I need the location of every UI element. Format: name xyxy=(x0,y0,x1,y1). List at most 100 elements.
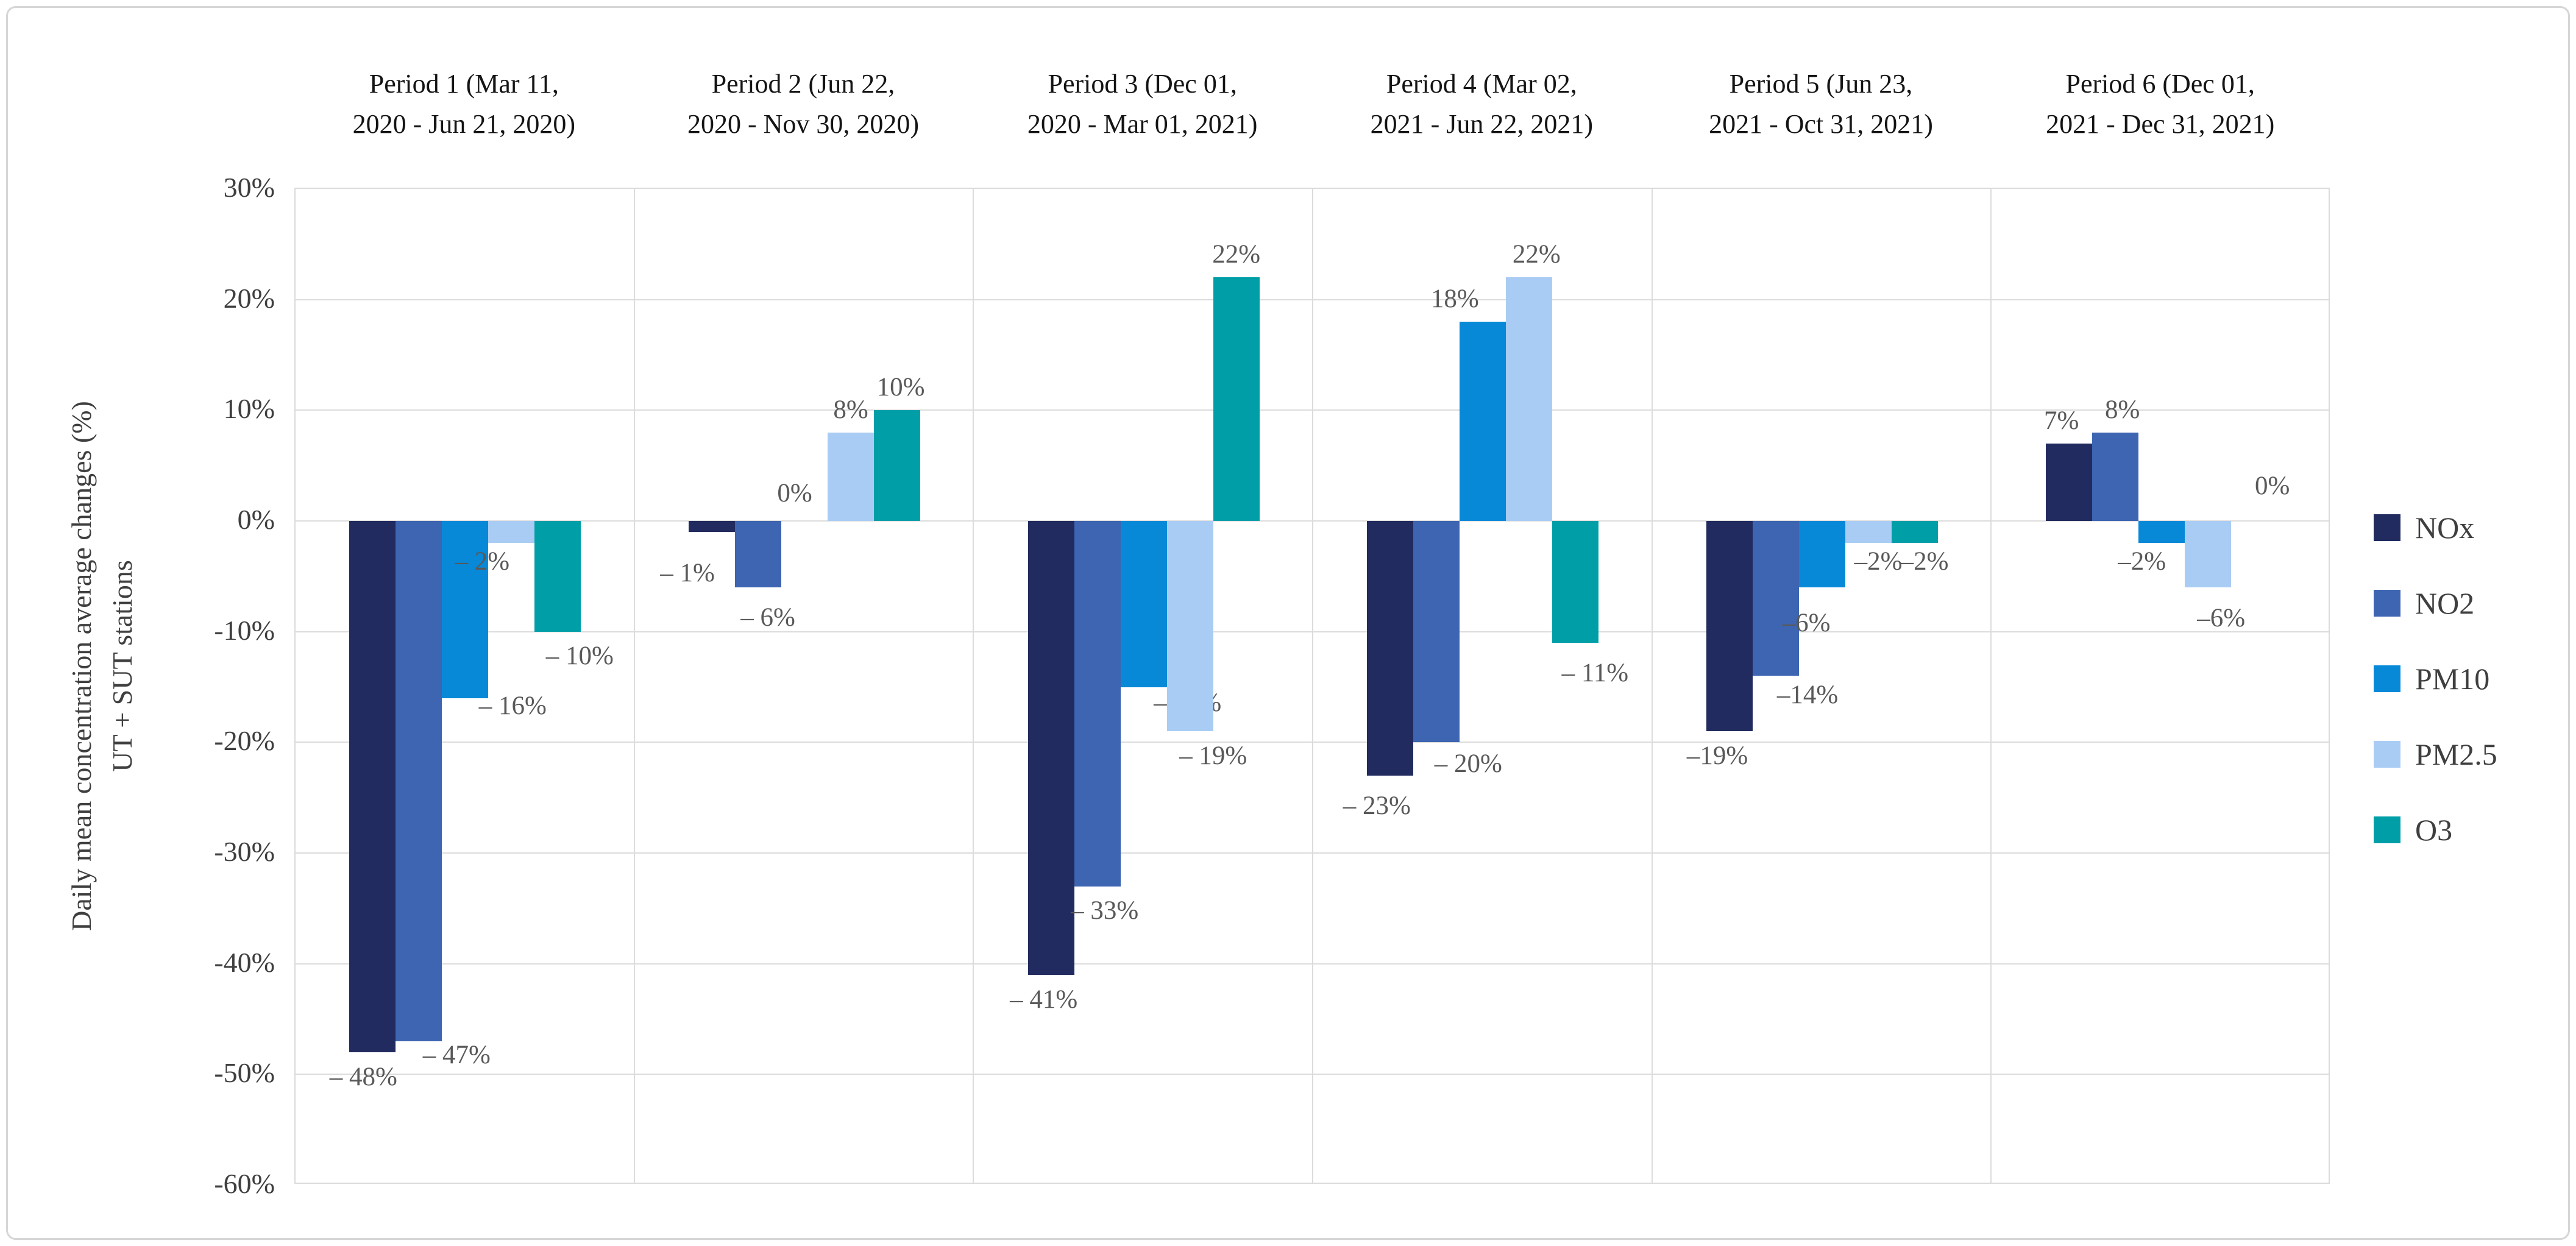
bar-data-label: –19% xyxy=(1686,742,1748,771)
bar-data-label: – 10% xyxy=(545,641,614,670)
bar-data-label: 8% xyxy=(833,395,868,424)
period-panel xyxy=(1992,189,2331,1183)
bar-O3 xyxy=(1552,521,1599,643)
chart-figure: Daily mean concentration average changes… xyxy=(6,6,2570,1240)
period-title-line: 2021 - Oct 31, 2021) xyxy=(1709,109,1933,139)
bar-PM2.5 xyxy=(828,432,874,521)
y-tick-label: -40% xyxy=(214,946,275,978)
period-panel xyxy=(974,189,1313,1183)
bar-data-label: – 19% xyxy=(1179,742,1247,771)
bar-data-label: 10% xyxy=(876,373,925,402)
period-title: Period 3 (Dec 01, 2020 - Mar 01, 2021) xyxy=(954,64,1330,144)
bar-PM2.5 xyxy=(1845,521,1892,543)
bar-data-label: – 47% xyxy=(422,1040,491,1069)
legend-swatch-NOx xyxy=(2374,514,2400,541)
bar-data-label: – 11% xyxy=(1561,658,1629,687)
bar-data-label: –6% xyxy=(2197,604,2246,632)
bar-NO2 xyxy=(1074,521,1121,887)
period-title-line: 2020 - Mar 01, 2021) xyxy=(1027,109,1258,139)
legend-label: PM10 xyxy=(2415,662,2490,696)
bar-NO2 xyxy=(2092,432,2138,521)
y-tick-label: -30% xyxy=(214,836,275,867)
plot-area: – 48% – 47% – 16% – 2% – 10% – 1% – 6% 0% 8% 10% –… xyxy=(294,188,2330,1184)
bar-data-label: – 16% xyxy=(478,691,547,720)
bar-NO2 xyxy=(735,521,781,587)
bar-data-label: 18% xyxy=(1430,285,1479,313)
y-tick-label: -20% xyxy=(214,725,275,757)
bar-PM2.5 xyxy=(1166,521,1213,732)
y-tick-label: 20% xyxy=(223,282,275,314)
y-tick-label: -10% xyxy=(214,614,275,646)
bar-data-label: 7% xyxy=(2043,406,2079,435)
y-tick-label: 30% xyxy=(223,172,275,203)
bar-data-label: – 23% xyxy=(1343,791,1411,820)
bar-data-label: –2% xyxy=(1900,547,1949,576)
bar-data-label: 0% xyxy=(2254,472,2290,500)
legend-item: NOx xyxy=(2374,512,2497,543)
bar-NOx xyxy=(2045,443,2092,521)
bar-NOx xyxy=(349,521,396,1052)
bar-data-label: – 20% xyxy=(1434,749,1502,779)
legend-item: O3 xyxy=(2374,815,2497,845)
y-tick-label: -60% xyxy=(214,1168,275,1199)
bar-data-label: 0% xyxy=(777,479,812,508)
bar-data-label: – 48% xyxy=(329,1063,397,1091)
period-title: Period 5 (Jun 23, 2021 - Oct 31, 2021) xyxy=(1633,64,2009,144)
bar-data-label: – 33% xyxy=(1071,896,1139,925)
bar-O3 xyxy=(534,521,581,632)
period-title-line: 2020 - Nov 30, 2020) xyxy=(687,109,920,139)
bar-PM2.5 xyxy=(2184,521,2231,587)
period-title-line: Period 4 (Mar 02, xyxy=(1386,69,1577,99)
period-title-line: Period 6 (Dec 01, xyxy=(2065,69,2255,99)
bar-O3 xyxy=(874,410,920,521)
bar-data-label: – 41% xyxy=(1010,985,1078,1014)
bar-NOx xyxy=(1027,521,1074,975)
legend-label: NO2 xyxy=(2415,586,2475,620)
period-title-line: 2021 - Jun 22, 2021) xyxy=(1370,109,1594,139)
period-title-line: Period 1 (Mar 11, xyxy=(369,69,559,99)
bar-data-label: – 6% xyxy=(740,603,795,632)
bar-data-label: –6% xyxy=(1782,609,1831,637)
legend-label: NOx xyxy=(2415,511,2475,545)
legend-swatch-NO2 xyxy=(2374,590,2400,617)
y-tick-label: 0% xyxy=(237,504,275,535)
bar-NO2 xyxy=(1753,521,1799,676)
period-panel xyxy=(1653,189,1992,1183)
period-title-line: 2020 - Jun 21, 2020) xyxy=(352,109,576,139)
period-title: Period 1 (Mar 11, 2020 - Jun 21, 2020) xyxy=(276,64,652,144)
legend-item: NO2 xyxy=(2374,588,2497,618)
legend-label: O3 xyxy=(2415,813,2453,847)
bar-NOx xyxy=(1367,521,1414,776)
bar-data-label: 22% xyxy=(1212,240,1261,269)
bar-PM2.5 xyxy=(1506,277,1553,521)
period-panel xyxy=(635,189,974,1183)
period-panel xyxy=(296,189,635,1183)
period-title: Period 6 (Dec 01, 2021 - Dec 31, 2021) xyxy=(1972,64,2348,144)
bar-data-label: –2% xyxy=(2118,547,2166,576)
bar-NO2 xyxy=(1413,521,1460,743)
bar-NOx xyxy=(1706,521,1753,732)
bar-NO2 xyxy=(396,521,442,1041)
bar-data-label: 22% xyxy=(1512,240,1561,269)
bar-PM10 xyxy=(1460,322,1506,521)
period-title: Period 2 (Jun 22, 2020 - Nov 30, 2020) xyxy=(616,64,992,144)
bar-data-label: – 1% xyxy=(660,559,715,588)
legend-swatch-PM2.5 xyxy=(2374,741,2400,768)
bar-PM10 xyxy=(1120,521,1167,687)
y-tick-label: 10% xyxy=(223,393,275,425)
legend-item: PM2.5 xyxy=(2374,739,2497,770)
period-title-line: 2021 - Dec 31, 2021) xyxy=(2046,109,2275,139)
bar-PM10 xyxy=(442,521,489,698)
bar-PM10 xyxy=(1799,521,1845,587)
bar-NOx xyxy=(689,521,735,533)
bar-PM10 xyxy=(2138,521,2185,543)
legend-label: PM2.5 xyxy=(2415,737,2497,771)
bar-data-label: –14% xyxy=(1776,681,1839,710)
bar-data-label: –2% xyxy=(1854,547,1903,576)
period-title: Period 4 (Mar 02, 2021 - Jun 22, 2021) xyxy=(1294,64,1670,144)
legend-item: PM10 xyxy=(2374,664,2497,694)
bar-PM2.5 xyxy=(488,521,535,543)
y-tick-label: -50% xyxy=(214,1057,275,1089)
bar-O3 xyxy=(1892,521,1938,543)
